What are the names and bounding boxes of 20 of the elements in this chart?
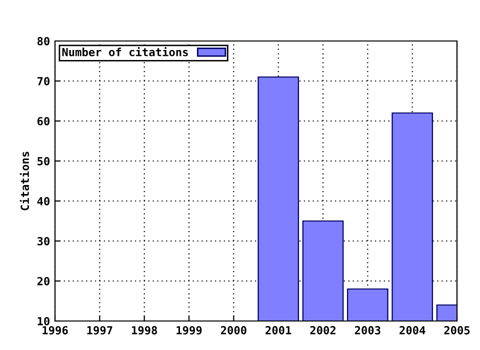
x-tick-label: 1998 — [132, 326, 158, 335]
x-tick-label: 2005 — [444, 326, 470, 334]
x-tick-label: 2001 — [266, 326, 292, 334]
x-tick-label: 2003 — [354, 326, 380, 334]
x-tick-label: 1996 — [42, 326, 68, 335]
x-tick-label: 1999 — [176, 326, 202, 335]
x-tick-label: 2002 — [310, 326, 336, 334]
y-axis-title: Citations — [20, 152, 30, 210]
y-tick-label: 80 — [37, 36, 50, 46]
legend-label: Number of citations — [62, 47, 188, 56]
y-tick-label: 30 — [37, 236, 50, 246]
x-tick-label: 2000 — [220, 326, 246, 334]
x-tick-label: 1997 — [87, 326, 112, 335]
x-tick-label: 2004 — [400, 326, 426, 334]
y-tick-label: 60 — [37, 116, 50, 126]
y-tick-label: 70 — [37, 76, 50, 86]
y-tick-label: 40 — [37, 196, 50, 206]
y-tick-label: 10 — [38, 316, 50, 326]
y-tick-label: 20 — [37, 276, 50, 286]
y-tick-label: 50 — [38, 156, 50, 166]
